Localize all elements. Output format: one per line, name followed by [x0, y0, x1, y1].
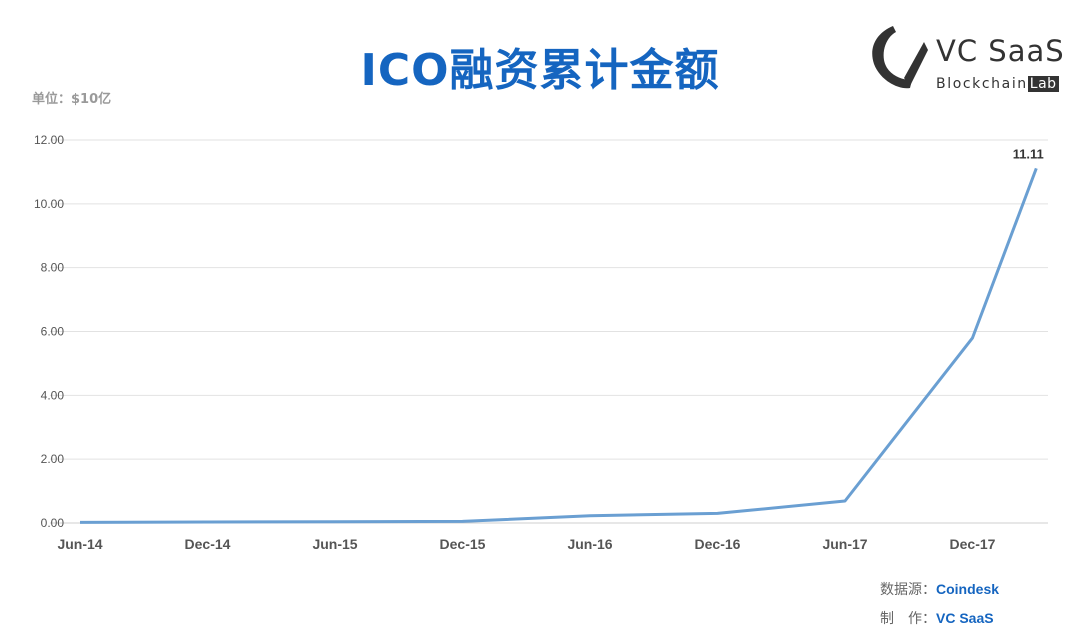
x-tick-label: Dec-14	[185, 536, 231, 552]
vc-saas-logo-icon	[872, 26, 928, 89]
y-tick-label: 6.00	[41, 325, 65, 339]
x-tick-label: Jun-14	[57, 536, 102, 552]
y-tick-label: 0.00	[41, 516, 65, 530]
maker-value: VC SaaS	[936, 610, 994, 626]
y-tick-label: 2.00	[41, 452, 65, 466]
x-tick-label: Jun-17	[822, 536, 867, 552]
logo-subtitle-lab: Lab	[1027, 76, 1059, 92]
maker-label: 制 作：	[880, 611, 936, 627]
data-label: 11.11	[1013, 146, 1044, 161]
source-credit: 数据源：Coindesk	[880, 575, 999, 604]
y-tick-label: 12.00	[34, 133, 64, 147]
logo-subtitle: Blockchain Lab	[936, 76, 1059, 92]
x-tick-label: Jun-15	[312, 536, 357, 552]
chart-title: ICO融资累计金额	[360, 45, 720, 96]
logo-name: VC SaaS	[936, 34, 1065, 68]
y-axis-ticks: 0.00 2.00 4.00 6.00 8.00 10.00 12.00	[34, 133, 64, 530]
logo: VC SaaS Blockchain Lab	[866, 24, 1066, 100]
series-layer	[79, 167, 1038, 524]
y-tick-label: 10.00	[34, 197, 64, 211]
x-tick-label: Dec-15	[440, 536, 486, 552]
source-label: 数据源：	[880, 582, 936, 598]
series-line	[79, 167, 1038, 524]
x-tick-label: Dec-16	[695, 536, 741, 552]
data-labels: 11.11	[1013, 146, 1044, 161]
y-tick-label: 4.00	[41, 388, 65, 402]
x-tick-label: Jun-16	[567, 536, 612, 552]
grid-lines	[50, 139, 1048, 524]
credits: 数据源：Coindesk 制 作：VC SaaS	[880, 575, 999, 633]
source-value: Coindesk	[936, 581, 1000, 597]
maker-credit: 制 作：VC SaaS	[880, 604, 999, 633]
x-tick-label: Dec-17	[950, 536, 996, 552]
unit-label: 单位：$10亿	[32, 92, 112, 107]
logo-subtitle-prefix: Blockchain	[936, 76, 1028, 92]
y-tick-label: 8.00	[41, 261, 65, 275]
x-axis-ticks: Jun-14 Dec-14 Jun-15 Dec-15 Jun-16 Dec-16 Jun-…	[57, 536, 995, 552]
